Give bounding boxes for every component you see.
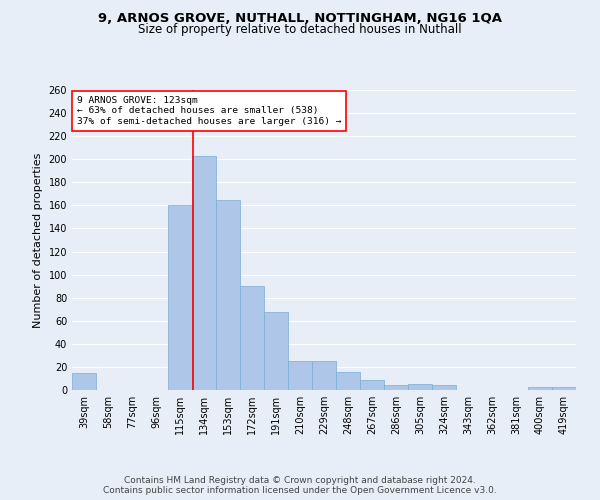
Bar [72,372,96,390]
Text: 9, ARNOS GROVE, NUTHALL, NOTTINGHAM, NG16 1QA: 9, ARNOS GROVE, NUTHALL, NOTTINGHAM, NG1… [98,12,502,26]
Bar [288,361,312,390]
Bar [552,386,576,390]
Bar [240,286,264,390]
Y-axis label: Number of detached properties: Number of detached properties [33,152,43,328]
Text: Size of property relative to detached houses in Nuthall: Size of property relative to detached ho… [138,22,462,36]
Text: 9 ARNOS GROVE: 123sqm
← 63% of detached houses are smaller (538)
37% of semi-det: 9 ARNOS GROVE: 123sqm ← 63% of detached … [77,96,341,126]
Bar [192,156,216,390]
Bar [528,386,552,390]
Bar [312,361,336,390]
Bar [264,312,288,390]
Bar [216,200,240,390]
Bar [384,386,408,390]
Bar [408,384,432,390]
Text: Contains HM Land Registry data © Crown copyright and database right 2024.: Contains HM Land Registry data © Crown c… [124,476,476,485]
Bar [432,386,456,390]
Bar [360,380,384,390]
Bar [336,372,360,390]
Text: Contains public sector information licensed under the Open Government Licence v3: Contains public sector information licen… [103,486,497,495]
Bar [168,206,192,390]
